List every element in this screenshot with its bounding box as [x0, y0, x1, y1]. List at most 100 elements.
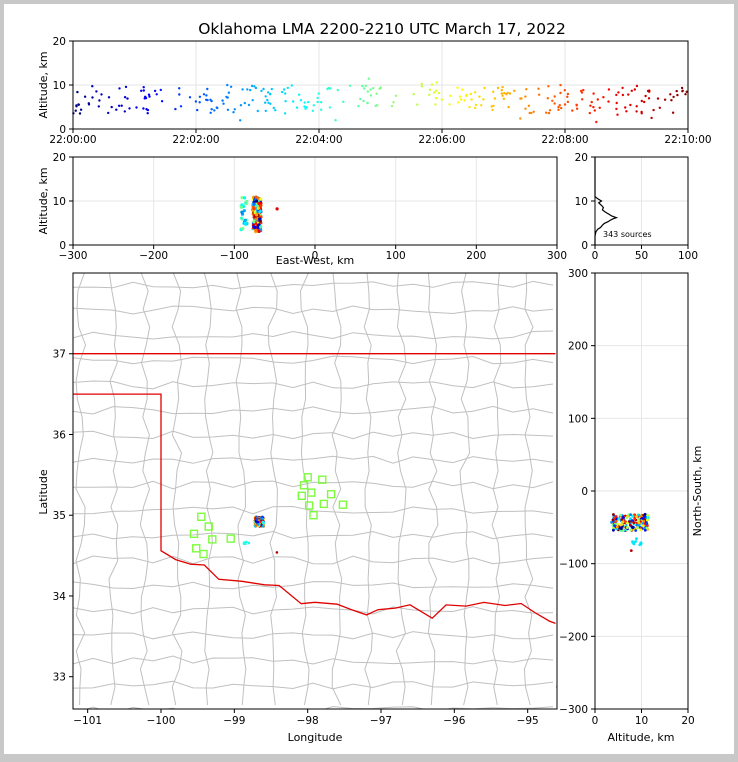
time-height-point [205, 98, 208, 102]
plan-view-ticks: −101 −100 −99 −98 −97 −96 −95 33 34 35 36 37 [53, 349, 539, 727]
plan-view-panel: −101 −100 −99 −98 −97 −96 −95 33 34 35 36 37 Longit… [37, 272, 558, 744]
ns-height-point [637, 523, 641, 527]
time-height-point [559, 91, 562, 95]
time-height-point [650, 116, 653, 120]
state-border [73, 353, 556, 625]
time-height-point [295, 106, 299, 109]
ns-height-point [646, 518, 649, 522]
time-height-point [607, 88, 611, 91]
county-line [73, 305, 554, 315]
time-height-point [366, 90, 369, 93]
time-height-point [524, 95, 527, 98]
time-height-xtick-label: 22:04:00 [295, 134, 342, 146]
ns-height-point [628, 520, 631, 523]
time-height-point [676, 93, 679, 97]
time-height-point [142, 86, 145, 89]
ew-height-xtick-label: −200 [139, 250, 168, 262]
time-height-point [575, 104, 578, 107]
time-height-point [519, 117, 522, 120]
time-height-point [76, 90, 79, 94]
time-height-point [575, 107, 579, 110]
time-height-point [202, 93, 206, 96]
time-height-point [290, 84, 293, 87]
time-height-point [336, 88, 339, 92]
time-height-point [675, 89, 678, 93]
time-height-point [79, 108, 83, 111]
county-line [75, 273, 87, 706]
county-line [73, 530, 554, 540]
time-height-point [379, 86, 382, 89]
time-height-point [437, 91, 441, 95]
time-height-point [342, 100, 345, 104]
time-height-point [319, 101, 323, 104]
time-height-point [434, 103, 437, 106]
ew-height-point [259, 204, 263, 208]
height-histogram-xtick-label: 0 [592, 250, 599, 262]
time-height-point [363, 87, 366, 90]
ew-height-point [243, 218, 247, 222]
time-height-point [316, 100, 319, 104]
time-height-point [630, 89, 633, 93]
time-height-point [75, 105, 78, 108]
time-height-point [147, 93, 151, 96]
time-height-point [239, 119, 242, 122]
ns-height-point [642, 519, 646, 523]
time-height-point [532, 110, 535, 114]
ew-height-point [254, 228, 258, 232]
time-height-point [546, 97, 549, 100]
time-height-point [286, 86, 289, 90]
ew-height-point [254, 217, 258, 221]
ns-height-point [634, 540, 637, 543]
ns-height-point [626, 521, 629, 525]
ns-height-point [614, 515, 618, 518]
county-line [73, 430, 554, 440]
time-height-point [640, 99, 643, 103]
time-height-point [194, 100, 198, 103]
ns-height-point [631, 526, 635, 530]
time-height-point [178, 93, 181, 96]
lma-station-marker [319, 499, 328, 509]
time-height-point [226, 96, 229, 99]
ns-height-xtick-label: 10 [635, 715, 648, 727]
time-height-point [420, 82, 423, 86]
county-line [73, 505, 554, 515]
county-line [73, 330, 554, 340]
county-line [523, 273, 534, 706]
ew-height-point [240, 203, 244, 207]
time-height-point [461, 88, 464, 91]
ew-height-point [243, 221, 248, 225]
ew-height-ytick-label: 20 [53, 152, 66, 164]
time-height-point [616, 113, 619, 116]
time-height-point [91, 96, 94, 99]
time-height-point [557, 105, 560, 109]
ew-height-xlabel: East-West, km [276, 254, 354, 267]
time-height-point [232, 111, 235, 114]
plan-view-points [242, 515, 279, 554]
ns-height-ytick-label: 300 [568, 268, 588, 280]
time-height-point [428, 93, 431, 97]
time-height-point [348, 84, 352, 87]
ew-height-xtick-label: 0 [312, 250, 319, 262]
ns-height-point [636, 526, 640, 530]
county-line [73, 555, 554, 565]
ns-height-point [629, 517, 632, 520]
time-height-point [128, 107, 131, 110]
ns-height-point [632, 521, 636, 525]
time-height-point [491, 108, 494, 112]
ew-height-point [257, 229, 261, 233]
time-height-point [671, 111, 675, 114]
time-height-point [369, 94, 372, 97]
lma-station-marker [307, 488, 316, 497]
time-height-point [140, 89, 143, 93]
ns-height-point [619, 513, 622, 517]
time-height-point [246, 88, 249, 91]
time-height-xtick-label: 22:00:00 [49, 134, 96, 146]
time-height-point [589, 104, 592, 107]
time-height-point [469, 92, 473, 96]
time-height-point [264, 109, 267, 113]
plan-view-point [243, 541, 246, 545]
time-height-point [635, 84, 639, 88]
time-height-point [592, 105, 595, 109]
ew-height-ytick-label: 0 [59, 240, 66, 252]
